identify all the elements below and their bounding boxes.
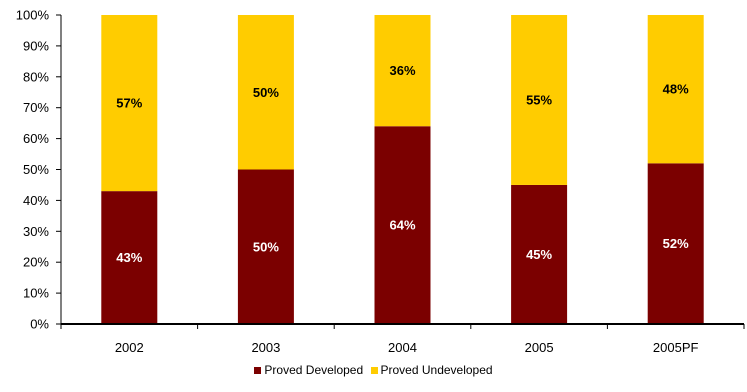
bar-proved-developed [374, 126, 431, 325]
data-label-proved-undeveloped: 55% [526, 92, 552, 107]
x-axis: 2002 2003 2004 2005 2005PF [60, 323, 745, 355]
legend-label-proved-undeveloped: Proved Undeveloped [380, 363, 493, 377]
stacked-bar-chart: 0% 10% 20% 30% 40% 50% 60% 70% 80% 90% 100% 43% 57%… [16, 8, 745, 355]
y-axis: 0% 10% 20% 30% 40% 50% 60% 70% 80% 90% 100% [16, 8, 62, 332]
y-tick-label: 70% [23, 100, 49, 115]
bar-proved-undeveloped [511, 15, 568, 185]
data-label-proved-undeveloped: 36% [389, 63, 415, 78]
bar-proved-undeveloped [101, 15, 158, 192]
legend-swatch-proved-developed [254, 367, 262, 374]
data-label-proved-undeveloped: 57% [116, 96, 142, 111]
x-tick-label: 2005 [525, 340, 554, 355]
data-label-proved-undeveloped: 48% [663, 82, 689, 97]
legend-item-proved-developed: Proved Developed [254, 363, 363, 377]
bar-proved-developed [647, 163, 704, 324]
data-label-proved-undeveloped: 50% [253, 85, 279, 100]
x-tick-label: 2002 [115, 340, 144, 355]
y-tick-label: 90% [23, 38, 49, 53]
legend-item-proved-undeveloped: Proved Undeveloped [370, 363, 493, 377]
x-tick-label: 2004 [388, 340, 417, 355]
legend-swatch-proved-undeveloped [370, 367, 378, 374]
y-tick-label: 100% [16, 8, 50, 23]
bar-proved-developed [101, 191, 158, 324]
y-tick-label: 50% [23, 162, 49, 177]
data-label-proved-developed: 50% [253, 239, 279, 254]
bar-proved-developed [511, 184, 568, 324]
bar-proved-developed [237, 169, 294, 324]
y-tick-label: 40% [23, 193, 49, 208]
data-label-proved-developed: 43% [116, 250, 142, 265]
legend-label-proved-developed: Proved Developed [264, 363, 364, 377]
data-label-proved-developed: 64% [389, 218, 415, 233]
bar-proved-undeveloped [237, 15, 294, 170]
y-tick-label: 10% [23, 286, 49, 301]
y-tick-label: 60% [23, 131, 49, 146]
y-tick-label: 20% [23, 255, 49, 270]
bar-proved-undeveloped [647, 15, 704, 164]
y-tick-label: 30% [23, 224, 49, 239]
y-tick-label: 80% [23, 69, 49, 84]
data-label-proved-developed: 45% [526, 247, 552, 262]
bar-proved-undeveloped [374, 15, 431, 127]
legend: Proved Developed Proved Undeveloped [0, 363, 747, 377]
y-tick-label: 0% [30, 317, 49, 332]
bars: 43% 57% 50% 50% 64% 36% 45% 55% 52% 48% [101, 15, 704, 325]
data-label-proved-developed: 52% [663, 236, 689, 251]
x-tick-label: 2003 [251, 340, 280, 355]
x-tick-label: 2005PF [653, 340, 699, 355]
